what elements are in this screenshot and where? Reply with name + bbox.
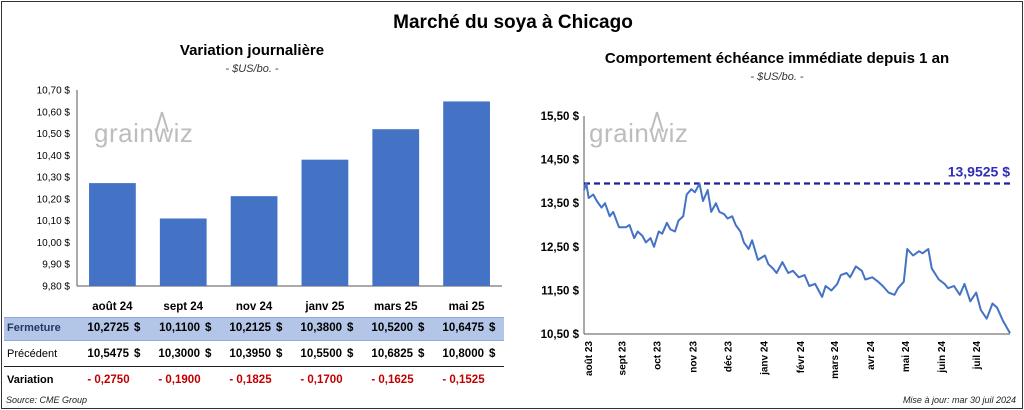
x-tick-label: mai 24 [901,341,912,373]
fermeture-value: 10,3800 [300,322,342,334]
left-bar-chart: grainwiz 9,80 $ 9,90 $ 10,00 $ 10,10 $ 10,20 … [37,86,502,313]
y-tick-label: 10,40 $ [37,151,71,162]
y-tick-label: 15,50 $ [541,111,580,123]
x-tick-label: août 24 [92,301,133,313]
y-tick-label: 10,60 $ [37,107,71,118]
currency-symbol: $ [347,322,354,334]
precedent-value: 10,8000 [442,348,484,360]
y-tick-label: 10,50 $ [541,329,580,341]
right-chart-title: Comportement échéance immédiate depuis 1… [604,50,950,67]
currency-symbol: $ [489,348,496,360]
fermeture-value: 10,5200 [371,322,413,334]
currency-symbol: $ [276,322,283,334]
fermeture-value: 10,1100 [159,322,200,334]
variation-value: - 0,1700 [300,374,343,386]
bar [301,159,349,286]
y-tick-label: 9,90 $ [42,260,70,271]
bar [159,218,207,286]
x-tick-label: févr 24 [796,341,807,374]
watermark-swoosh [155,111,169,133]
left-chart-title: Variation journalière [179,42,325,59]
currency-symbol: $ [134,348,141,360]
x-tick-label: juin 24 [937,341,948,374]
y-tick-label: 10,30 $ [37,173,71,184]
source-note: Source: CME Group [6,395,88,405]
update-note: Mise à jour: mar 30 juil 2024 [902,395,1016,405]
x-tick-label: janv 24 [760,341,771,376]
table-header-band [4,317,504,341]
variation-value: - 0,1825 [229,374,272,386]
reference-label: 13,9525 $ [948,163,1010,179]
currency-symbol: $ [276,348,283,360]
price-series-line [583,182,1011,334]
table-row-variation: Variation - 0,2750 - 0,1900 - 0,1825 - 0… [4,370,504,393]
bar [372,129,420,286]
row-label-fermeture: Fermeture [7,322,61,334]
right-chart-subtitle: - $US/bo. - [750,71,804,83]
variation-value: - 0,1625 [371,374,414,386]
fermeture-value: 10,6475 [442,322,484,334]
x-tick-label: sept 23 [617,341,628,376]
y-tick-label: 10,50 $ [37,129,71,140]
y-tick-label: 10,70 $ [37,86,71,97]
currency-symbol: $ [489,322,496,334]
fermeture-value: 10,2125 [229,322,271,334]
bar [89,183,136,286]
y-tick-label: 14,50 $ [541,155,580,167]
x-tick-label: août 23 [584,341,595,376]
table-row-precedent: Précédent 10,5475 $ 10,3000 $ 10,3950 $ 10,… [4,344,504,367]
grainwiz-watermark: grainwiz [94,111,193,148]
x-tick-label: nov 24 [236,301,273,313]
y-tick-label: 13,50 $ [541,198,580,210]
currency-symbol: $ [418,322,425,334]
precedent-value: 10,5475 [87,348,129,360]
precedent-value: 10,6825 [371,348,413,360]
left-chart-subtitle: - $US/bo. - [225,63,279,75]
y-tick-label: 11,50 $ [541,285,579,297]
x-tick-label: juil 24 [972,341,983,371]
x-tick-label: sept 24 [163,301,203,313]
y-tick-label: 9,80 $ [42,282,70,293]
precedent-value: 10,5500 [300,348,342,360]
x-tick-label: nov 23 [689,341,700,373]
page-title: Marché du soya à Chicago [393,12,633,33]
watermark-swoosh [650,111,664,133]
currency-symbol: $ [205,348,212,360]
x-tick-label: avr 24 [866,341,877,370]
variation-value: - 0,1525 [442,374,485,386]
fermeture-value: 10,2725 [87,322,129,334]
variation-value: - 0,2750 [87,374,130,386]
y-tick-label: 10,20 $ [37,194,71,205]
bar [443,101,490,286]
table-row-fermeture: Fermeture 10,2725 $ 10,1100 $ 10,2125 $ 10,… [4,318,504,341]
x-tick-label: janv 25 [304,301,345,313]
row-label-variation: Variation [7,374,54,386]
watermark-text: grainwiz [94,118,193,148]
y-tick-label: 10,10 $ [37,216,71,227]
watermark-text: grainwiz [589,118,688,148]
variation-value: - 0,1900 [158,374,201,386]
y-tick-label: 10,00 $ [37,238,71,249]
y-tick-label: 12,50 $ [541,242,580,254]
x-tick-label: mai 25 [449,301,485,313]
x-tick-label: déc 23 [724,341,735,373]
currency-symbol: $ [205,322,212,334]
x-tick-label: oct 23 [652,341,663,370]
x-tick-label: mars 24 [830,341,841,379]
grainwiz-watermark: grainwiz [589,111,688,148]
row-label-precedent: Précédent [7,348,58,360]
x-tick-label: mars 25 [374,301,418,313]
precedent-value: 10,3950 [229,348,271,360]
right-line-chart: grainwiz 10,50 $ 11,50 $ 12,50 $ 13,50 $ 14,5… [541,111,1011,379]
precedent-value: 10,3000 [158,348,200,360]
currency-symbol: $ [134,322,141,334]
currency-symbol: $ [347,348,354,360]
bar [230,196,278,286]
currency-symbol: $ [418,348,425,360]
